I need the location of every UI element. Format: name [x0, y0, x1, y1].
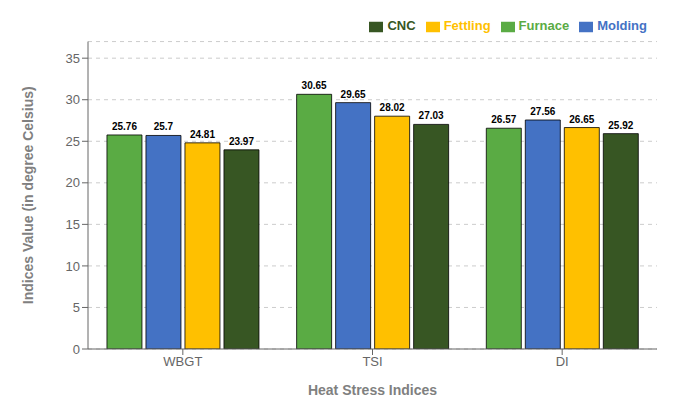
svg-text:24.81: 24.81 — [190, 129, 215, 140]
svg-text:23.97: 23.97 — [229, 136, 254, 147]
html-text:CNC: CNC — [387, 18, 416, 33]
svg-text:TSI: TSI — [362, 354, 382, 369]
html-text:Molding: Molding — [597, 18, 647, 33]
html-text:Furnace: Furnace — [518, 18, 570, 33]
svg-text:10: 10 — [66, 259, 80, 274]
svg-text:26.65: 26.65 — [569, 114, 594, 125]
svg-text:5: 5 — [73, 300, 80, 315]
svg-text:0: 0 — [73, 342, 80, 357]
svg-text:27.03: 27.03 — [419, 110, 444, 121]
svg-text:30.65: 30.65 — [302, 80, 327, 91]
svg-text:25: 25 — [66, 134, 80, 149]
html-text:Fettling: Fettling — [443, 18, 491, 33]
svg-text:20: 20 — [66, 175, 80, 190]
svg-text:25.92: 25.92 — [608, 120, 633, 131]
svg-text:15: 15 — [66, 217, 80, 232]
svg-text:29.65: 29.65 — [341, 89, 366, 100]
svg-text:Heat Stress Indices: Heat Stress Indices — [308, 382, 437, 398]
svg-text:35: 35 — [66, 51, 80, 66]
svg-text:25.76: 25.76 — [112, 121, 137, 132]
svg-text:27.56: 27.56 — [530, 106, 555, 117]
svg-text:28.02: 28.02 — [380, 102, 405, 113]
svg-text:26.57: 26.57 — [491, 114, 516, 125]
svg-text:DI: DI — [556, 354, 569, 369]
svg-text:WBGT: WBGT — [163, 354, 202, 369]
svg-text:30: 30 — [66, 92, 80, 107]
svg-text:Indices Value (in degree Celsi: Indices Value (in degree Celsius) — [20, 86, 36, 304]
svg-text:25.7: 25.7 — [154, 121, 174, 132]
